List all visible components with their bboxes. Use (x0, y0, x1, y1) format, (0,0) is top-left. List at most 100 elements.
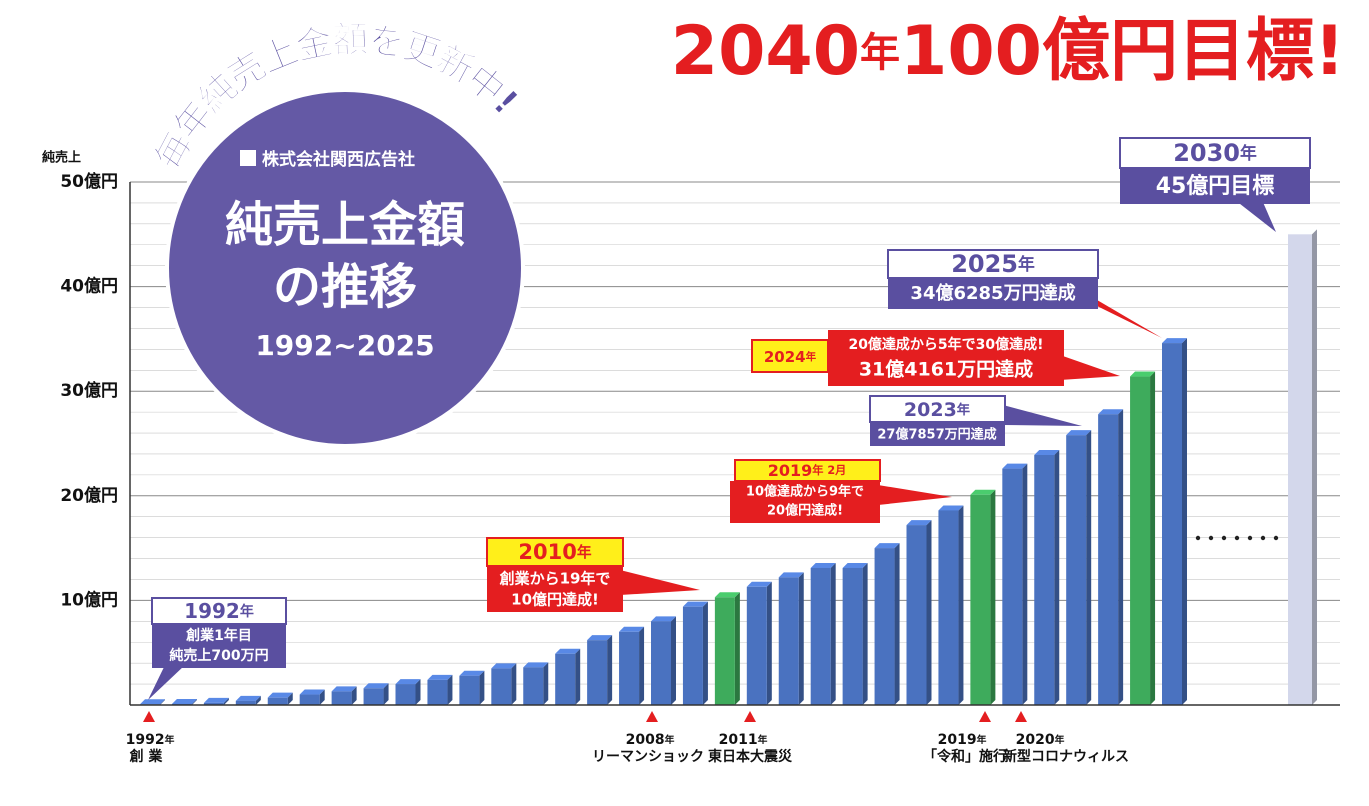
callout-unit: 年 (1240, 143, 1257, 163)
callout-head (887, 249, 1099, 279)
bar-side (862, 562, 868, 705)
bar (523, 667, 544, 705)
bar (555, 653, 576, 705)
event-label: 東日本大震災 (708, 748, 793, 765)
bar (1130, 376, 1151, 705)
y-tick-label: 40億円 (60, 276, 118, 297)
bar-side (1054, 450, 1060, 705)
callout-title: 2030年 (1173, 139, 1257, 167)
y-tick-label: 20億円 (60, 485, 118, 506)
bars (140, 229, 1317, 706)
bar-side (671, 616, 676, 705)
event-label: 「令和」施行 (923, 748, 1007, 765)
bar-side (191, 698, 197, 705)
event-year: 2008年 (626, 732, 675, 748)
callout-title: 2019年 2月 (768, 461, 847, 480)
bar-top (651, 616, 676, 622)
pointer (1003, 405, 1082, 426)
logo (240, 150, 256, 166)
bar-top (1034, 450, 1060, 456)
bar (651, 621, 671, 705)
bar (906, 525, 927, 705)
bar (874, 548, 895, 705)
pointer (878, 485, 952, 505)
bar (235, 700, 256, 705)
bar-top (395, 679, 421, 685)
bar (1066, 435, 1087, 705)
bar (619, 631, 640, 705)
bar-side (1182, 338, 1187, 705)
bar-top (1130, 371, 1156, 377)
bar (810, 567, 831, 705)
callout-text: 27億7857万円達成 (877, 427, 996, 443)
bar-top (171, 698, 197, 704)
event-year-num: 2008 (626, 732, 665, 748)
pointer (620, 570, 700, 595)
callout-unit: 年 (577, 543, 592, 561)
bar-side (639, 626, 645, 705)
bar-side (1118, 409, 1124, 705)
bar-top (810, 562, 836, 568)
pointer (148, 665, 185, 700)
title-year: 2040 (671, 12, 860, 91)
event-marker (1015, 711, 1027, 722)
event-year-unit: 年 (1055, 733, 1065, 746)
event-year-num: 2011 (719, 732, 758, 748)
bar-top (874, 543, 900, 549)
bar-side (383, 683, 389, 705)
bar (459, 675, 480, 705)
callout-body (152, 624, 286, 668)
bar (970, 494, 991, 705)
bar-side (543, 662, 549, 705)
event-year-num: 2019 (938, 732, 977, 748)
callout-unit: 年 (806, 350, 817, 363)
bar (746, 586, 767, 705)
callout-unit: 年 (957, 401, 970, 418)
callout-text: 31億4161万円達成 (859, 358, 1033, 381)
bar (778, 577, 799, 705)
event-year-num: 1992 (126, 732, 165, 748)
event-marker (979, 711, 991, 722)
bar (395, 684, 416, 705)
callout-title: 2024年 (764, 348, 817, 366)
bar-top (363, 683, 389, 689)
callout-head (1119, 137, 1311, 169)
bar-side (1022, 463, 1028, 705)
bar-top (299, 689, 325, 695)
company: 株式会社関西広告社 (262, 149, 415, 170)
callout-text: 創業1年目 (185, 627, 252, 644)
callout-unit: 年 (1018, 254, 1035, 274)
event-year-unit: 年 (977, 733, 987, 746)
bar-top (1066, 430, 1092, 436)
badge (165, 88, 525, 448)
bar-side (958, 505, 964, 705)
bar (1162, 343, 1182, 705)
bar-side (479, 670, 485, 705)
bar-top (778, 572, 804, 578)
y-tick-label: 50億円 (60, 171, 118, 192)
event-marker (646, 711, 658, 722)
callout-unit: 年 (240, 603, 254, 620)
bar-top (970, 489, 996, 495)
bar-side (575, 648, 581, 705)
callout-year: 2019 (768, 461, 813, 480)
bar-side (1150, 371, 1156, 705)
bar-side (1312, 229, 1317, 706)
callout-text: 10億円達成! (511, 591, 599, 609)
bar-top (523, 662, 549, 668)
event-label: 創 業 (129, 748, 164, 765)
bar-top (1288, 229, 1317, 235)
callout-text: 20億達成から5年で30億達成! (848, 336, 1043, 353)
bar-top (331, 686, 357, 692)
callout-head (869, 395, 1006, 423)
callout-text: 45億円目標 (1156, 173, 1275, 199)
bar-top (619, 626, 645, 632)
event-year: 2011年 (719, 732, 768, 748)
event-marker (143, 711, 155, 722)
bar-top (938, 505, 964, 511)
bar-side (926, 520, 932, 705)
bar-side (447, 674, 453, 705)
callout-year: 2023 (904, 399, 957, 421)
callout-year: 2025 (951, 250, 1018, 278)
bar-side (351, 686, 357, 705)
